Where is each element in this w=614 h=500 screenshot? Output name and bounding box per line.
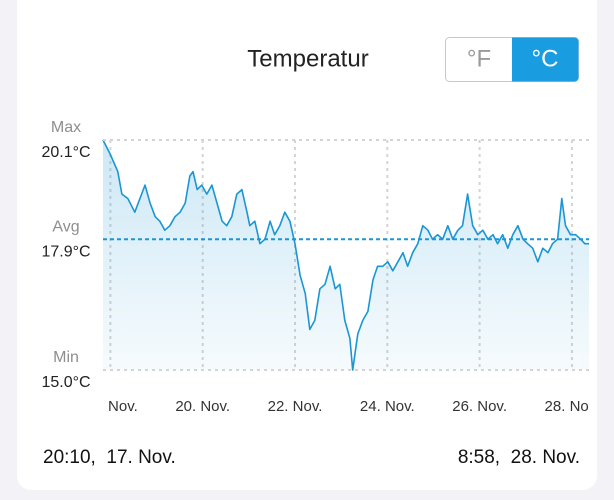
toggle-option[interactable]: °C [532,45,559,72]
plot: 18. Nov. 20. Nov. 22. Nov. 24. Nov. 26. Nov.… [41,119,600,415]
x-tick-label: 24. Nov. [360,398,415,415]
range-end: 8:58, 28. Nov. [458,447,580,468]
x-tick-label: 28. Nov. [545,398,600,415]
y-tick-label: 20.1°C [41,144,90,161]
x-tick-label: 26. Nov. [452,398,507,415]
toggle-option[interactable]: °F [467,45,491,72]
x-tick-label: 22. Nov. [268,398,323,415]
range-start: 20:10, 17. Nov. [43,447,176,468]
y-tick-label: 17.9°C [41,243,90,260]
unit-toggle: °F °C [445,37,579,82]
chart-title: Temperatur [247,45,368,72]
y-tick-name: Avg [52,218,79,235]
y-tick-name: Max [51,119,81,136]
y-tick-label: 15.0°C [41,374,90,391]
toggle-selected[interactable] [512,37,579,82]
x-tick-label: 18. Nov. [83,398,138,415]
y-tick-name: Min [53,349,79,366]
x-tick-label: 20. Nov. [175,398,230,415]
